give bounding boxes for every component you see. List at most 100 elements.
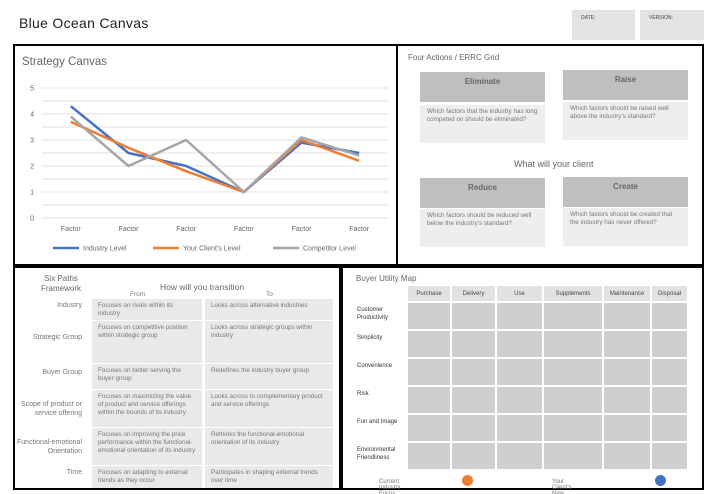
buyer-utility-cell[interactable] (408, 443, 450, 469)
transition-title: How will you transition (160, 282, 245, 292)
six-paths-from-cell[interactable]: Focuses on maximizing the value of produ… (92, 390, 202, 427)
to-label: To (266, 291, 273, 298)
buyer-utility-cell[interactable] (408, 387, 450, 413)
buyer-utility-cell[interactable] (408, 359, 450, 385)
six-paths-to-cell[interactable]: Looks across alternative industries (205, 299, 333, 320)
six-paths-to-cell[interactable]: Redefines the industry buyer group (205, 364, 333, 389)
buyer-utility-column-header: Disposal (652, 286, 687, 301)
buyer-utility-cell[interactable] (452, 331, 495, 357)
six-paths-from-cell[interactable]: Focuses on rivals within its industry (92, 299, 202, 320)
buyer-utility-cell[interactable] (452, 415, 495, 441)
six-paths-row-label: Functional-emotional Orientation (17, 438, 82, 455)
buyer-utility-cell[interactable] (452, 443, 495, 469)
buyer-utility-cell[interactable] (652, 387, 687, 413)
errc-title: Four Actions / ERRC Grid (408, 53, 500, 62)
buyer-utility-cell[interactable] (604, 359, 650, 385)
six-paths-row-label: Buyer Group (42, 368, 82, 376)
x-tick-label: Factor (292, 226, 313, 233)
reduce-header: Reduce (420, 178, 545, 208)
buyer-utility-cell[interactable] (544, 415, 602, 441)
eliminate-header: Eliminate (420, 72, 545, 102)
eliminate-text[interactable]: Which factors that the industry has long… (420, 105, 545, 143)
buyer-utility-cell[interactable] (452, 387, 495, 413)
version-field[interactable]: VERSION: (640, 10, 704, 40)
legend-label: Your Client's Level (183, 246, 241, 253)
six-paths-from-cell[interactable]: Focuses on competitive position within s… (92, 321, 202, 363)
six-paths-to-cell[interactable]: Looks across strategic groups within ind… (205, 321, 333, 363)
strategy-canvas-chart: 0 1 2 3 4 5 Factor Factor Factor Factor Factor Fact… (30, 86, 388, 253)
strategy-canvas-title: Strategy Canvas (22, 56, 108, 68)
buyer-utility-cell[interactable] (497, 359, 542, 385)
legend-dot-icon (655, 475, 666, 486)
buyer-utility-cell[interactable] (452, 359, 495, 385)
six-paths-row-label: Scope of product or service offering (20, 400, 82, 417)
six-paths-to-cell[interactable]: Looks across to complementary product an… (205, 390, 333, 427)
buyer-utility-row-label: Fun and Image (357, 419, 398, 425)
buyer-utility-row-label: Environmental Friendliness (357, 447, 396, 461)
raise-text[interactable]: Which factors should be raised well abov… (563, 102, 688, 140)
buyer-utility-column-header: Use (497, 286, 542, 301)
six-paths-to-cell[interactable]: Participates in shaping external trends … (205, 466, 333, 488)
reduce-text[interactable]: Which factors should be reduced well bel… (420, 209, 545, 247)
buyer-utility-row-label: Convenience (357, 363, 393, 369)
buyer-utility-legend-label: Current Industry Focus (379, 479, 401, 494)
page-title: Blue Ocean Canvas (19, 15, 149, 31)
buyer-utility-cell[interactable] (544, 303, 602, 329)
buyer-utility-cell[interactable] (604, 387, 650, 413)
buyer-utility-cell[interactable] (497, 331, 542, 357)
buyer-utility-cell[interactable] (652, 331, 687, 357)
buyer-utility-cell[interactable] (408, 331, 450, 357)
buyer-utility-row-label: Customer Productivity (357, 307, 389, 321)
y-tick-label: 0 (30, 216, 34, 223)
buyer-utility-column-header: Purchase (408, 286, 450, 301)
six-paths-row-label: Strategic Group (32, 334, 82, 341)
legend-label: Industry Level (83, 246, 127, 253)
six-paths-from-cell[interactable]: Focuses on adapting to external trends a… (92, 466, 202, 488)
buyer-utility-cell[interactable] (652, 443, 687, 469)
buyer-utility-cell[interactable] (544, 443, 602, 469)
buyer-utility-cell[interactable] (408, 415, 450, 441)
errc-middle-label: What will your client (514, 159, 594, 169)
buyer-utility-cell[interactable] (544, 387, 602, 413)
buyer-utility-cell[interactable] (652, 359, 687, 385)
buyer-utility-legend-label: Your Client's New Offering (552, 479, 572, 494)
x-tick-label: Factor (119, 226, 140, 233)
six-paths-row-label: Time (66, 469, 82, 476)
y-tick-label: 4 (30, 112, 34, 119)
create-header: Create (563, 177, 688, 207)
buyer-utility-cell[interactable] (604, 443, 650, 469)
create-text[interactable]: Which factors should be created that the… (563, 208, 688, 246)
six-paths-row-label: Industry (57, 301, 82, 309)
buyer-utility-cell[interactable] (604, 415, 650, 441)
raise-header: Raise (563, 70, 688, 100)
buyer-utility-cell[interactable] (497, 303, 542, 329)
y-tick-label: 5 (30, 86, 34, 93)
buyer-utility-cell[interactable] (497, 443, 542, 469)
y-tick-label: 3 (30, 138, 34, 145)
six-paths-title: Six Paths Framework (40, 274, 81, 293)
buyer-utility-cell[interactable] (408, 303, 450, 329)
six-paths-from-cell[interactable]: Focuses on better serving the buyer grou… (92, 364, 202, 389)
buyer-utility-cell[interactable] (652, 415, 687, 441)
date-field[interactable]: DATE: (572, 10, 635, 40)
buyer-utility-cell[interactable] (497, 387, 542, 413)
buyer-utility-cell[interactable] (497, 415, 542, 441)
y-tick-label: 2 (30, 164, 34, 171)
buyer-utility-column-header: Delivery (452, 286, 495, 301)
buyer-utility-column-header: Maintenance (604, 286, 650, 301)
buyer-utility-cell[interactable] (652, 303, 687, 329)
six-paths-from-cell[interactable]: Focuses on improving the price performan… (92, 428, 202, 465)
buyer-utility-row-label: Simplicity (357, 335, 383, 341)
buyer-utility-cell[interactable] (544, 359, 602, 385)
buyer-utility-column-header: Supplements (544, 286, 602, 301)
six-paths-to-cell[interactable]: Rethinks the functional-emotional orient… (205, 428, 333, 465)
buyer-utility-cell[interactable] (544, 331, 602, 357)
buyer-utility-title: Buyer Utility Map (356, 274, 417, 283)
buyer-utility-cell[interactable] (604, 331, 650, 357)
x-tick-label: Factor (234, 226, 255, 233)
date-label: DATE: (581, 15, 596, 21)
legend-label: Competitor Level (303, 246, 356, 253)
buyer-utility-cell[interactable] (604, 303, 650, 329)
series-line-1 (70, 120, 360, 194)
buyer-utility-cell[interactable] (452, 303, 495, 329)
